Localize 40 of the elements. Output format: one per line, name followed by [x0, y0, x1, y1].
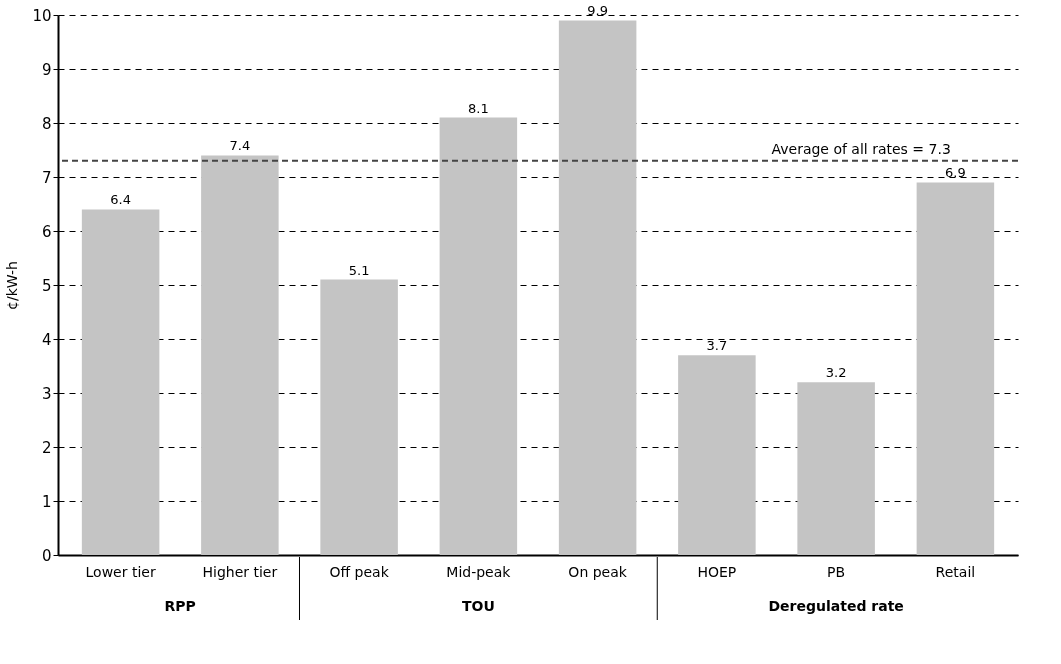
bar	[439, 117, 518, 555]
y-tick-label: 8	[41, 114, 52, 133]
y-tick-label: 10	[32, 6, 52, 25]
bar	[201, 155, 279, 555]
text: Deregulated rate	[768, 598, 904, 614]
y-tick-label: 2	[41, 438, 52, 457]
data-label: 6.9	[945, 165, 966, 181]
data-label: 7.4	[229, 138, 251, 154]
x-tick-label: On peak	[568, 563, 628, 580]
y-tick-label: 5	[41, 276, 52, 295]
x-tick-label: Mid-peak	[446, 563, 512, 580]
x-tick-label: Higher tier	[202, 563, 278, 580]
x-tick-label: PB	[827, 563, 846, 580]
y-tick-label: 4	[41, 330, 52, 349]
bar	[81, 209, 160, 555]
y-tick-label: 1	[41, 492, 52, 511]
bar	[558, 20, 637, 555]
y-tick-label: 9	[41, 60, 52, 79]
y-tick-label: 6	[41, 222, 52, 241]
text: TOU	[461, 598, 495, 614]
y-tick-label: 3	[41, 384, 52, 403]
ref-line-label: Average of all rates = 7.3	[771, 140, 951, 157]
data-label: 5.1	[348, 262, 370, 278]
y-tick-label: 7	[41, 168, 52, 187]
bar	[678, 355, 756, 555]
data-label: 9.9	[587, 3, 608, 19]
x-tick-label: Off peak	[329, 563, 390, 580]
data-label: 3.7	[706, 338, 728, 354]
y-axis-title: ¢/kW-h	[4, 261, 21, 310]
data-label: 3.2	[825, 365, 847, 381]
x-tick-label: Lower tier	[85, 563, 156, 580]
bar	[320, 279, 398, 555]
bar	[797, 382, 875, 555]
data-label: 6.4	[110, 192, 131, 208]
text: RPP	[164, 598, 196, 614]
x-tick-label: Retail	[935, 563, 976, 580]
y-tick-label: 0	[41, 546, 52, 565]
x-tick-label: HOEP	[697, 563, 737, 580]
bar	[916, 182, 995, 555]
data-label: 8.1	[468, 100, 489, 116]
